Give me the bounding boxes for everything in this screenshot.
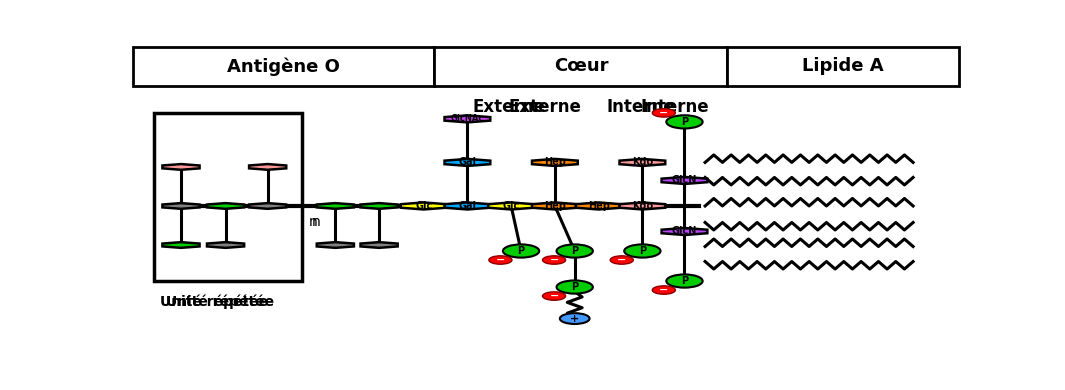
Polygon shape bbox=[207, 242, 244, 248]
Text: Kdo: Kdo bbox=[632, 201, 653, 211]
Text: n: n bbox=[309, 216, 317, 229]
Text: −: − bbox=[495, 255, 505, 265]
Polygon shape bbox=[620, 159, 666, 166]
Polygon shape bbox=[162, 164, 199, 170]
Text: +: + bbox=[570, 314, 579, 324]
Text: P: P bbox=[681, 117, 688, 127]
Polygon shape bbox=[360, 203, 397, 209]
Circle shape bbox=[557, 245, 593, 258]
Text: Interne: Interne bbox=[641, 98, 709, 116]
Text: GlcN: GlcN bbox=[672, 227, 698, 236]
Polygon shape bbox=[532, 159, 578, 166]
Text: GlcNAc: GlcNAc bbox=[450, 114, 485, 123]
Text: Hep: Hep bbox=[544, 201, 566, 211]
FancyBboxPatch shape bbox=[133, 47, 435, 86]
Circle shape bbox=[652, 109, 675, 117]
Polygon shape bbox=[488, 202, 534, 209]
Polygon shape bbox=[444, 159, 490, 166]
Polygon shape bbox=[620, 202, 666, 209]
Text: Cœur: Cœur bbox=[554, 57, 608, 75]
Text: Glc: Glc bbox=[415, 201, 432, 211]
Text: Unité répétée: Unité répétée bbox=[166, 295, 275, 309]
Text: P: P bbox=[571, 246, 578, 256]
Polygon shape bbox=[316, 242, 354, 248]
Circle shape bbox=[542, 292, 566, 300]
Polygon shape bbox=[532, 202, 578, 209]
Text: −: − bbox=[659, 285, 669, 295]
Polygon shape bbox=[444, 115, 490, 122]
Text: Lipide A: Lipide A bbox=[802, 57, 884, 75]
Polygon shape bbox=[316, 203, 354, 209]
Circle shape bbox=[652, 286, 675, 294]
Text: P: P bbox=[681, 276, 688, 286]
Text: Externe: Externe bbox=[472, 98, 545, 116]
Text: −: − bbox=[659, 108, 669, 118]
Text: −: − bbox=[550, 255, 559, 265]
Circle shape bbox=[667, 115, 703, 128]
Polygon shape bbox=[162, 203, 199, 209]
Circle shape bbox=[557, 280, 593, 294]
Circle shape bbox=[610, 256, 634, 264]
Text: Kdo: Kdo bbox=[632, 158, 653, 167]
Polygon shape bbox=[400, 202, 446, 209]
Polygon shape bbox=[249, 164, 286, 170]
Polygon shape bbox=[207, 203, 244, 209]
Text: Hep: Hep bbox=[588, 201, 609, 211]
Text: n: n bbox=[311, 216, 321, 229]
Polygon shape bbox=[661, 228, 707, 235]
Circle shape bbox=[560, 313, 590, 324]
Text: Hep: Hep bbox=[544, 158, 566, 167]
Circle shape bbox=[503, 245, 539, 258]
Polygon shape bbox=[249, 203, 286, 209]
FancyBboxPatch shape bbox=[727, 47, 958, 86]
Circle shape bbox=[542, 256, 566, 264]
Text: Gal: Gal bbox=[458, 201, 476, 211]
Circle shape bbox=[624, 245, 660, 258]
Circle shape bbox=[667, 275, 703, 288]
Polygon shape bbox=[661, 177, 707, 184]
Polygon shape bbox=[576, 202, 622, 209]
FancyBboxPatch shape bbox=[435, 47, 727, 86]
Text: Unité répétée: Unité répétée bbox=[160, 295, 267, 309]
Text: Antigène O: Antigène O bbox=[227, 57, 340, 76]
Polygon shape bbox=[162, 242, 199, 248]
Text: Gal: Gal bbox=[458, 158, 476, 167]
Polygon shape bbox=[360, 242, 397, 248]
Circle shape bbox=[489, 256, 512, 264]
Text: P: P bbox=[571, 282, 578, 292]
Text: −: − bbox=[550, 291, 559, 301]
Text: P: P bbox=[639, 246, 646, 256]
Text: Interne: Interne bbox=[606, 98, 675, 116]
Text: Glc: Glc bbox=[503, 201, 520, 211]
Text: −: − bbox=[617, 255, 626, 265]
Text: P: P bbox=[518, 246, 525, 256]
Text: GlcN: GlcN bbox=[672, 176, 698, 185]
Text: Externe: Externe bbox=[509, 98, 581, 116]
Polygon shape bbox=[444, 202, 490, 209]
